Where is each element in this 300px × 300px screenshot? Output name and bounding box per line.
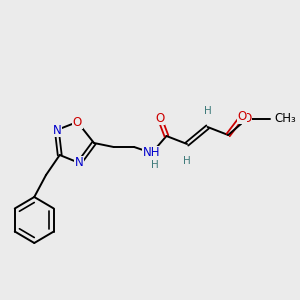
Text: H: H bbox=[204, 106, 212, 116]
Text: O: O bbox=[73, 116, 82, 128]
Text: N: N bbox=[52, 124, 61, 136]
Text: O: O bbox=[155, 112, 164, 124]
Text: O: O bbox=[237, 110, 247, 124]
Text: CH₃: CH₃ bbox=[274, 112, 296, 125]
Text: H: H bbox=[151, 160, 159, 170]
Text: NH: NH bbox=[143, 146, 160, 160]
Text: N: N bbox=[75, 157, 84, 169]
Text: H: H bbox=[183, 156, 191, 166]
Text: O: O bbox=[242, 112, 251, 125]
